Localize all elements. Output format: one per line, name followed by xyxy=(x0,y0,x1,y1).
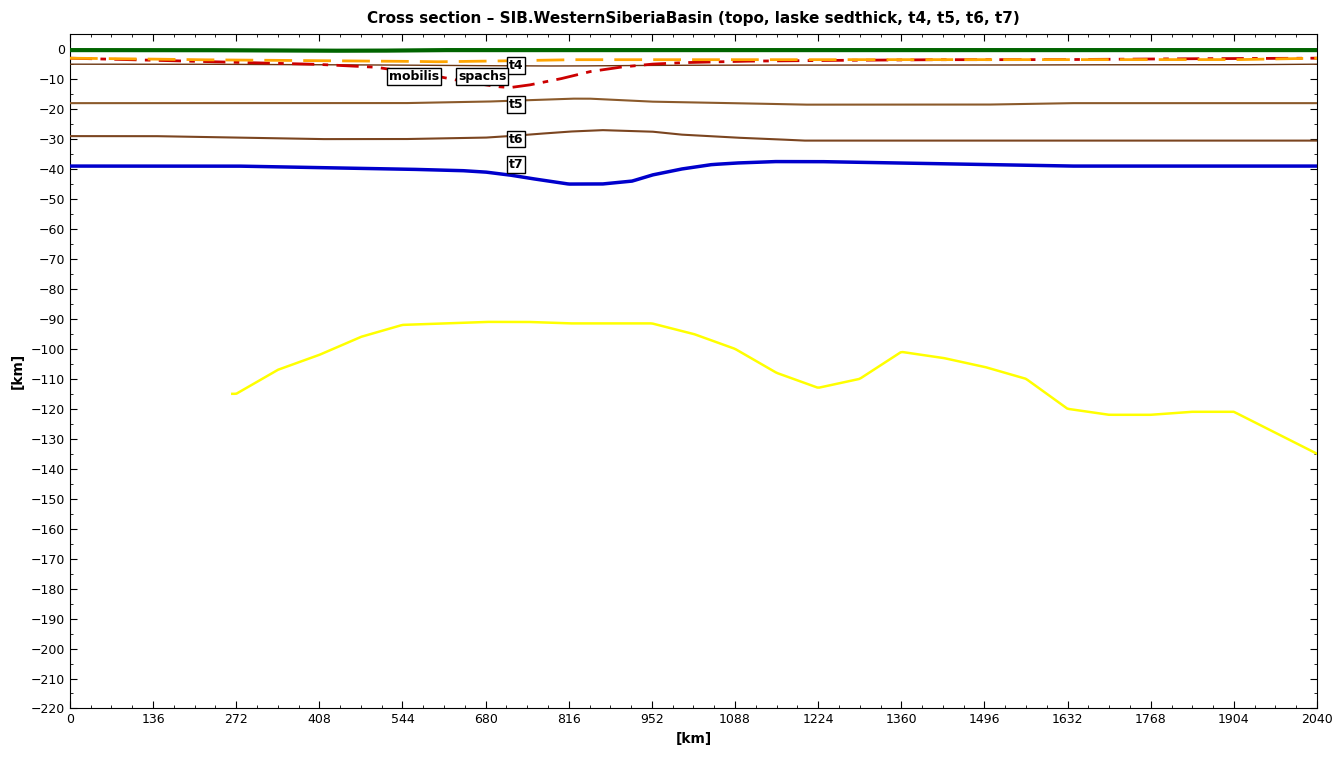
Title: Cross section – SIB.WesternSiberiaBasin (topo, laske sedthick, t4, t5, t6, t7): Cross section – SIB.WesternSiberiaBasin … xyxy=(367,11,1020,26)
Text: t6: t6 xyxy=(509,132,523,145)
X-axis label: [km]: [km] xyxy=(675,732,711,746)
Text: mobilis: mobilis xyxy=(388,70,439,83)
Text: t4: t4 xyxy=(509,59,523,72)
Text: t7: t7 xyxy=(509,158,523,171)
Text: spachs: spachs xyxy=(458,70,507,83)
Text: t5: t5 xyxy=(509,98,523,111)
Y-axis label: [km]: [km] xyxy=(11,354,26,389)
